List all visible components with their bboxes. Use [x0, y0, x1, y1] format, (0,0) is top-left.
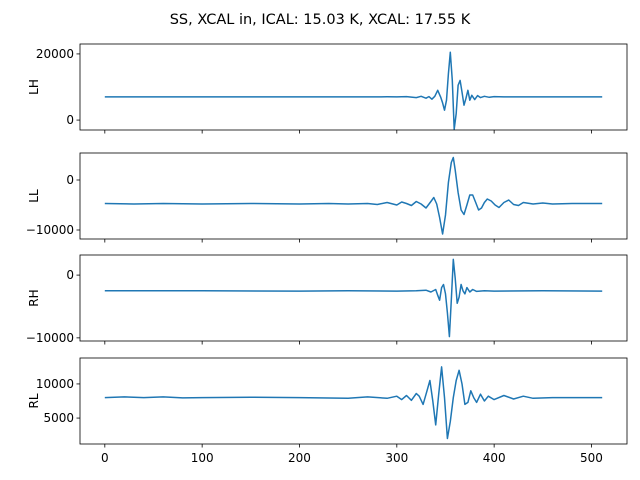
- y-tick-label: 20000: [36, 47, 74, 61]
- x-tick-label: 200: [288, 451, 311, 465]
- y-tick-label: 5000: [43, 411, 74, 425]
- series-line-ll: [104, 156, 603, 235]
- axes-frame: [79, 357, 628, 445]
- subplot-group: 0 20000 LH −10000 0 LL −10000 0 RH 0 100 200 300 400 5…: [26, 43, 628, 465]
- subplot-rl: 0 100 200 300 400 500 5000 10000 RL: [27, 357, 628, 465]
- subplot-lh: 0 20000 LH: [27, 43, 628, 134]
- y-axis-label: RH: [27, 289, 41, 306]
- y-axis-label: LH: [27, 79, 41, 95]
- figure-title: SS, XCAL in, ICAL: 15.03 K, XCAL: 17.55 …: [170, 12, 471, 28]
- y-axis-label: RL: [27, 393, 41, 408]
- y-tick-label: 0: [66, 113, 74, 127]
- series-line-rh: [104, 258, 603, 338]
- y-tick-label: −10000: [26, 223, 74, 237]
- axes-frame: [79, 152, 628, 240]
- y-axis-label: LL: [27, 189, 41, 203]
- subplot-ll: −10000 0 LL: [26, 152, 628, 243]
- y-tick-label: 10000: [36, 377, 74, 391]
- series-line-lh: [104, 51, 603, 131]
- x-tick-label: 0: [101, 451, 109, 465]
- subplot-rh: −10000 0 RH: [26, 254, 628, 345]
- x-tick-label: 300: [385, 451, 408, 465]
- x-tick-label: 100: [191, 451, 214, 465]
- y-tick-label: 0: [66, 268, 74, 282]
- y-tick-label: −10000: [26, 331, 74, 345]
- series-line-rl: [104, 366, 603, 440]
- axes-frame: [79, 254, 628, 342]
- y-tick-label: 0: [66, 173, 74, 187]
- axes-frame: [79, 43, 628, 131]
- x-tick-label: 400: [483, 451, 506, 465]
- x-tick-label: 500: [580, 451, 603, 465]
